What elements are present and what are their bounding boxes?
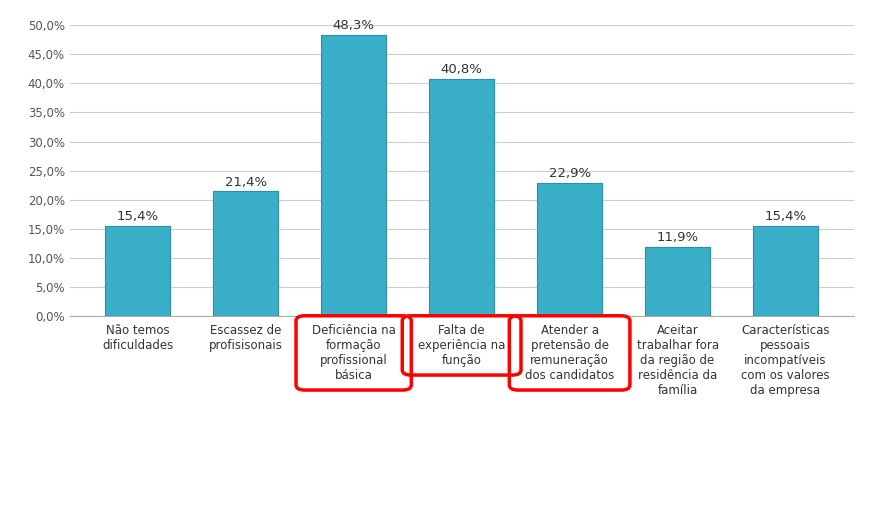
- Text: 11,9%: 11,9%: [657, 231, 699, 244]
- Bar: [105, 226, 170, 316]
- Text: 40,8%: 40,8%: [441, 63, 483, 76]
- Bar: [753, 226, 818, 316]
- Bar: [213, 191, 278, 316]
- Bar: [645, 246, 710, 316]
- Text: 22,9%: 22,9%: [549, 167, 591, 180]
- Bar: [429, 79, 494, 316]
- Text: 15,4%: 15,4%: [117, 210, 159, 223]
- Bar: [321, 35, 386, 316]
- Bar: [537, 183, 602, 316]
- Text: 21,4%: 21,4%: [225, 176, 267, 188]
- Text: 48,3%: 48,3%: [333, 19, 375, 33]
- Text: 15,4%: 15,4%: [765, 210, 807, 223]
